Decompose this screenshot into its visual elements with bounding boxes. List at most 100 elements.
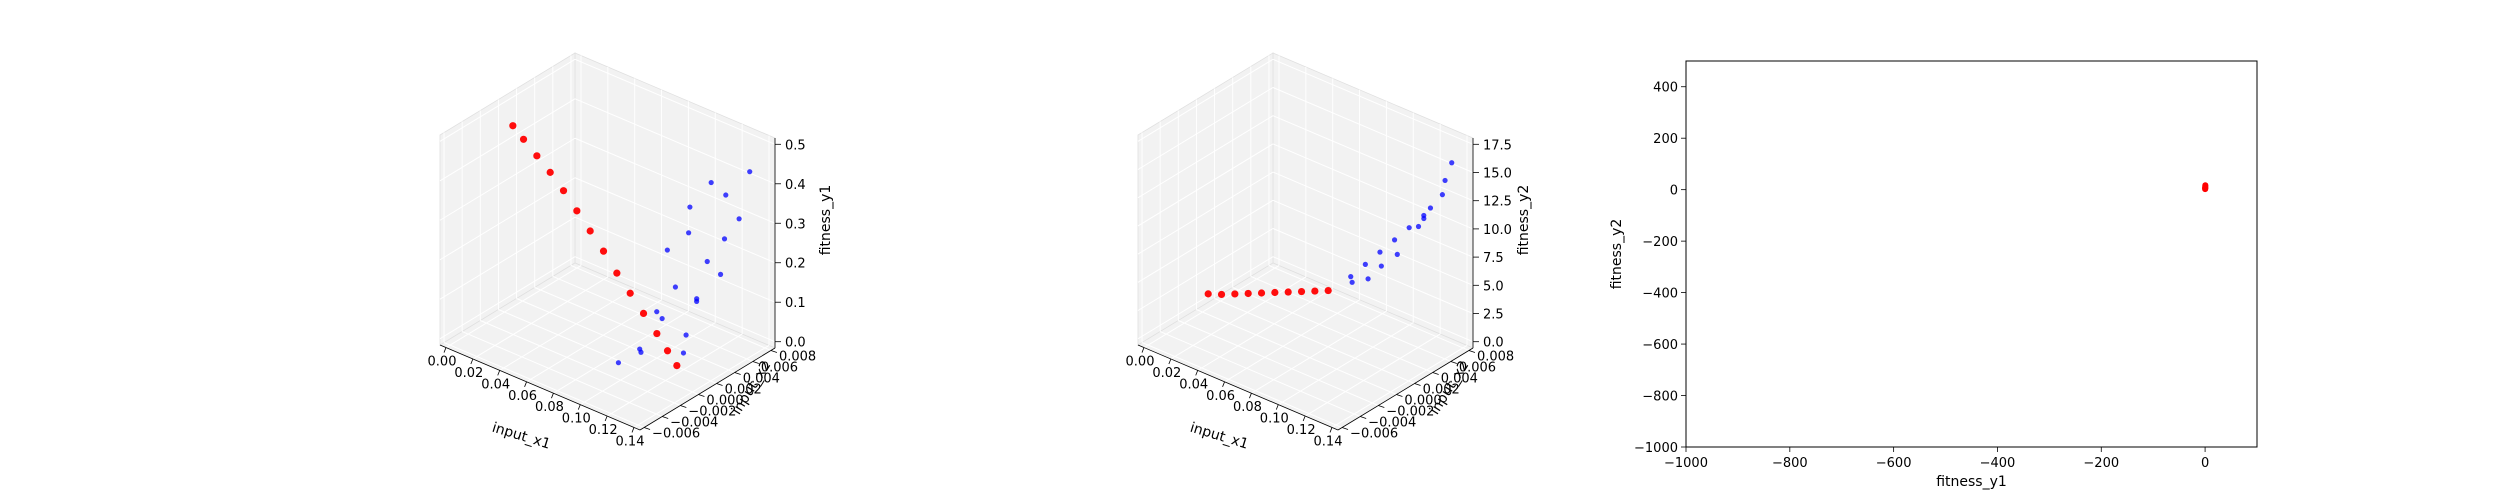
grid-line (534, 287, 735, 373)
x-tick (497, 370, 501, 376)
data-point-red (613, 269, 621, 277)
y-tick (1414, 383, 1421, 386)
y-tick (680, 405, 687, 408)
data-point-red (586, 227, 594, 235)
grid-line (1268, 264, 1470, 351)
z-tick-label: 0.4 (785, 178, 806, 193)
y-tick (1432, 372, 1439, 375)
grid-line (570, 264, 772, 351)
z-tick-label: 10.0 (1483, 223, 1512, 238)
y-tick-label: 0.002 (725, 382, 762, 397)
grid-line (1137, 171, 1274, 255)
grid-line (1137, 143, 1274, 227)
axes-3d-fitness-y2: 0.000.020.040.060.080.100.120.14−0.006−0… (1126, 52, 1532, 453)
y-tick (698, 394, 705, 397)
data-point-blue (1439, 192, 1445, 198)
data-point-red (1217, 290, 1226, 299)
grid-line (1272, 115, 1474, 202)
x-tick-label: 0.10 (1260, 412, 1289, 427)
y-tick-label: −200 (1642, 235, 1678, 250)
y-tick-label: 200 (1653, 132, 1678, 147)
y-tick (770, 350, 778, 353)
y-tick-label: 0.004 (1441, 371, 1478, 386)
x-tick (1195, 370, 1199, 376)
data-point-blue (1449, 160, 1455, 166)
x-tick-label: 0.04 (1179, 377, 1208, 392)
y-tick-label: −0.006 (652, 427, 700, 442)
x-tick (470, 358, 474, 365)
y-tick-label: −600 (1642, 338, 1678, 353)
data-point-blue (1365, 276, 1371, 282)
z-axis-label: fitness_y2 (1516, 185, 1532, 256)
y-tick (734, 372, 741, 375)
x-tick (524, 381, 527, 387)
grid-line (498, 309, 699, 395)
y-tick (662, 416, 669, 419)
x-tick-label: 0.08 (1233, 400, 1262, 415)
data-point-red (1244, 289, 1252, 298)
x-axis-label: fitness_y1 (1936, 474, 2007, 490)
y-tick-label: 0 (1670, 184, 1678, 199)
grid-line (1272, 143, 1474, 230)
data-point-red (519, 135, 528, 143)
grid-line (1178, 320, 1379, 406)
data-point-blue (687, 204, 693, 210)
data-point-blue (1349, 279, 1355, 285)
y-tick-label: 0.006 (1459, 360, 1496, 375)
y-tick-label: 0.004 (743, 371, 780, 386)
grid-line (480, 320, 681, 406)
grid-line (439, 256, 576, 340)
z-tick-label: 0.3 (785, 217, 806, 232)
grid-line (1250, 276, 1452, 362)
data-point-red (1204, 290, 1212, 298)
grid-line (574, 98, 776, 185)
data-point-blue (1427, 205, 1434, 211)
y-tick (643, 427, 651, 430)
data-point-blue (654, 309, 660, 315)
grid-line (1137, 199, 1274, 283)
z-tick-label: 5.0 (1483, 279, 1504, 294)
x-tick-label: 0.08 (535, 400, 564, 415)
y-tick-label: 0.006 (761, 360, 798, 375)
grid-line (439, 216, 576, 300)
grid-line (1214, 298, 1415, 384)
x-tick (577, 404, 581, 410)
z-tick-label: 0.0 (1483, 336, 1504, 351)
grid-line (1137, 256, 1274, 340)
data-point-blue (1394, 251, 1400, 257)
x-tick (443, 347, 447, 353)
grid-line (574, 137, 776, 224)
y-tick-label: −0.004 (1368, 416, 1416, 431)
data-point-red (1231, 290, 1239, 298)
data-point-red (599, 247, 608, 255)
y-tick-label: 0.002 (1423, 382, 1460, 397)
y-tick-label: −0.002 (1386, 405, 1434, 420)
y-tick-label: 400 (1653, 81, 1678, 96)
x-tick-label: 0.06 (508, 389, 537, 404)
data-point-blue (1378, 263, 1384, 269)
y-tick-label: 0.000 (1404, 394, 1441, 409)
data-point-blue (1377, 249, 1383, 255)
x-tick-label: 0.14 (616, 434, 645, 449)
x-tick-label: 0.12 (1287, 423, 1316, 438)
data-point-red (1271, 288, 1279, 297)
y-tick-label: −400 (1642, 287, 1678, 302)
data-point-blue (683, 332, 689, 338)
grid-line (552, 276, 754, 362)
y-tick (1396, 394, 1403, 397)
y-tick-label: 0.000 (706, 394, 743, 409)
x-tick (1141, 347, 1145, 353)
data-point-red (626, 289, 634, 297)
data-point-blue (1406, 225, 1412, 231)
x-tick (1275, 404, 1279, 410)
z-tick-label: 7.5 (1483, 251, 1504, 266)
data-point-red (639, 309, 648, 318)
data-point-red (673, 361, 681, 370)
grid-line (1272, 228, 1474, 314)
data-point-blue (659, 315, 665, 322)
grid-line (439, 58, 576, 142)
grid-line (1137, 87, 1274, 170)
z-tick-label: 12.5 (1483, 195, 1512, 210)
x-tick (1168, 358, 1172, 365)
data-point-blue (717, 271, 724, 277)
